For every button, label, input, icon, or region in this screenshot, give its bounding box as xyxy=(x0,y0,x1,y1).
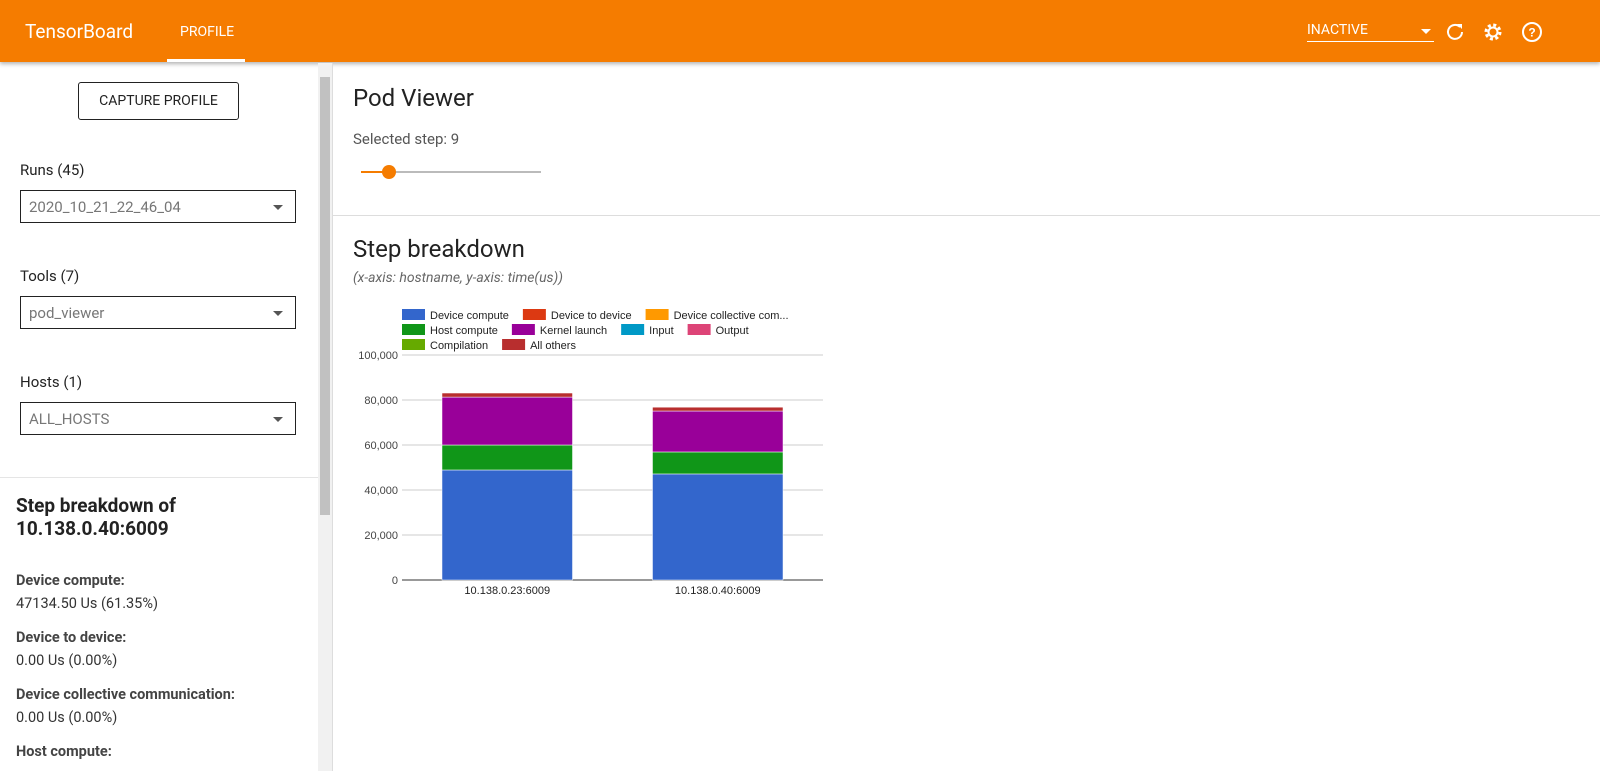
runs-label: Runs (45) xyxy=(20,161,85,179)
legend-swatch xyxy=(645,309,669,320)
status-select[interactable]: INACTIVE xyxy=(1307,22,1434,42)
legend-label: Kernel launch xyxy=(540,325,607,337)
bar-segment xyxy=(441,392,573,398)
breakdown-label: Device collective communication: xyxy=(16,686,235,703)
hosts-label: Hosts (1) xyxy=(20,373,83,391)
chart: 0 20,000 40,000 60,000 80,000 100,000 Device c… xyxy=(358,309,823,597)
scrollbar[interactable] xyxy=(318,63,332,771)
tools-label: Tools (7) xyxy=(20,267,80,285)
legend-label: Output xyxy=(716,325,749,337)
tab-indicator xyxy=(167,59,245,62)
tools-select[interactable]: pod_viewer xyxy=(20,296,296,329)
hosts-select[interactable]: ALL_HOSTS xyxy=(20,402,296,435)
dropdown-arrow xyxy=(1421,29,1431,34)
bar-segment xyxy=(652,406,784,412)
legend-swatch xyxy=(502,339,526,350)
breakdown-label: Device to device: xyxy=(16,629,127,646)
legend-swatch xyxy=(402,339,425,350)
bar-segment xyxy=(441,469,573,581)
y-tick-label: 0 xyxy=(392,575,398,587)
legend-swatch xyxy=(402,309,425,320)
y-tick-label: 80,000 xyxy=(364,395,398,407)
legend-label: Input xyxy=(649,325,673,337)
section-title: Step breakdown xyxy=(353,235,525,263)
y-tick-label: 20,000 xyxy=(364,530,398,542)
top-bar: TensorBoard PROFILE INACTIVE ? xyxy=(0,0,1600,62)
legend-label: Device collective com... xyxy=(674,310,789,322)
y-tick-label: 40,000 xyxy=(364,485,398,497)
x-tick-label: 10.138.0.40:6009 xyxy=(675,585,761,597)
legend-swatch xyxy=(687,324,711,335)
divider xyxy=(332,63,333,771)
legend-label: Device compute xyxy=(430,310,509,322)
section-note: (x-axis: hostname, y-axis: time(us)) xyxy=(353,270,564,286)
y-tick-label: 60,000 xyxy=(364,440,398,452)
legend-swatch xyxy=(511,324,535,335)
legend-label: Device to device xyxy=(551,310,632,322)
divider xyxy=(0,477,318,478)
legend-label: All others xyxy=(530,340,576,352)
legend-swatch xyxy=(621,324,645,335)
breakdown-title: Step breakdown of 10.138.0.40:6009 xyxy=(16,494,176,540)
breakdown-label: Device compute: xyxy=(16,572,125,589)
selected-step: Selected step: 9 xyxy=(353,130,460,148)
help-icon[interactable]: ? xyxy=(1521,21,1543,43)
bar-segment xyxy=(441,396,573,446)
breakdown-value: 0.00 Us (0.00%) xyxy=(16,709,118,726)
settings-icon[interactable] xyxy=(1482,21,1504,43)
refresh-icon[interactable] xyxy=(1444,21,1466,43)
breakdown-value: 0.00 Us (0.00%) xyxy=(16,652,118,669)
breakdown-label: Host compute: xyxy=(16,743,112,760)
page-title: Pod Viewer xyxy=(353,84,474,112)
capture-button[interactable]: CAPTURE PROFILE xyxy=(78,82,239,120)
step-slider[interactable] xyxy=(355,162,545,182)
scroll-thumb[interactable] xyxy=(320,77,330,515)
legend-label: Compilation xyxy=(430,340,488,352)
bar-segment xyxy=(652,410,784,453)
bar-segment xyxy=(652,451,784,475)
legend-swatch xyxy=(522,309,546,320)
runs-select[interactable]: 2020_10_21_22_46_04 xyxy=(20,190,296,223)
bar-segment xyxy=(652,473,784,581)
legend-label: Host compute xyxy=(430,325,498,337)
tab[interactable]: PROFILE xyxy=(180,24,235,40)
breakdown-value: 47134.50 Us (61.35%) xyxy=(16,595,158,612)
svg-text:?: ? xyxy=(1528,26,1535,40)
legend-swatch xyxy=(402,324,425,335)
divider xyxy=(333,215,1600,216)
bar-segment xyxy=(441,444,573,471)
x-tick-label: 10.138.0.23:6009 xyxy=(464,585,550,597)
brand[interactable]: TensorBoard xyxy=(25,20,134,43)
y-tick-label: 100,000 xyxy=(358,350,398,362)
